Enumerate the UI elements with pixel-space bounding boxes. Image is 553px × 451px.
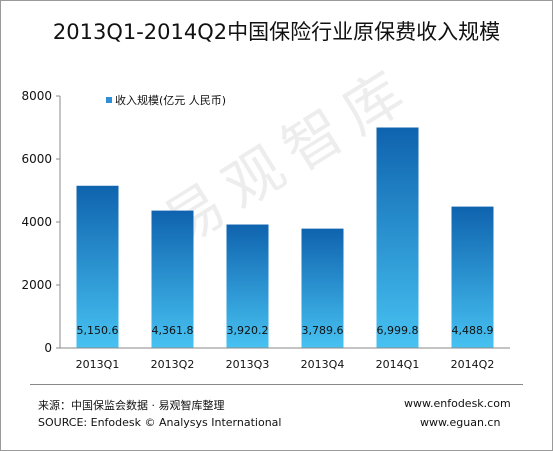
footer-divider xyxy=(30,384,523,385)
bar xyxy=(301,228,344,348)
y-tick-label: 0 xyxy=(44,341,52,355)
y-tick-label: 4000 xyxy=(21,215,52,229)
x-axis: 2013Q1 2013Q2 2013Q3 2013Q4 2014Q1 2014Q2 xyxy=(60,347,510,371)
bar-value-label: 4,488.9 xyxy=(452,324,494,337)
x-tick-label: 2013Q2 xyxy=(151,358,195,371)
x-tick-label: 2013Q3 xyxy=(226,358,270,371)
bar-value-label: 6,999.8 xyxy=(377,324,419,337)
x-tick-label: 2013Q1 xyxy=(76,358,120,371)
legend-label: 收入规模(亿元 人民币) xyxy=(115,93,226,107)
x-tick-label: 2014Q1 xyxy=(376,358,420,371)
bar-value-label: 3,789.6 xyxy=(302,324,344,337)
site-enfodesk: www.enfodesk.com xyxy=(404,397,511,410)
bar xyxy=(451,206,494,348)
bar-value-label: 3,920.2 xyxy=(227,324,269,337)
x-tick-label: 2014Q2 xyxy=(451,358,495,371)
legend-marker xyxy=(106,97,112,103)
y-tick-label: 6000 xyxy=(21,152,52,166)
chart-title: 2013Q1-2014Q2中国保险行业原保费收入规模 xyxy=(52,20,501,44)
bar xyxy=(76,185,119,348)
source-en: SOURCE: Enfodesk © Analysys Internationa… xyxy=(38,416,282,429)
y-tick-label: 2000 xyxy=(21,278,52,292)
bar xyxy=(226,224,269,348)
source-cn: 来源：中国保监会数据 · 易观智库整理 xyxy=(38,399,225,412)
legend: 收入规模(亿元 人民币) xyxy=(106,93,226,107)
y-axis: 0 2000 4000 6000 8000 xyxy=(21,89,61,355)
bar xyxy=(151,210,194,348)
y-tick-label: 8000 xyxy=(21,89,52,103)
bar xyxy=(376,127,419,348)
site-eguan: www.eguan.cn xyxy=(420,416,501,429)
bars: 5,150.6 4,361.8 3,920.2 3,789.6 6,999.8 4,488… xyxy=(76,127,494,348)
bar-value-label: 4,361.8 xyxy=(152,324,194,337)
x-tick-label: 2013Q4 xyxy=(301,358,345,371)
bar-value-label: 5,150.6 xyxy=(77,324,119,337)
